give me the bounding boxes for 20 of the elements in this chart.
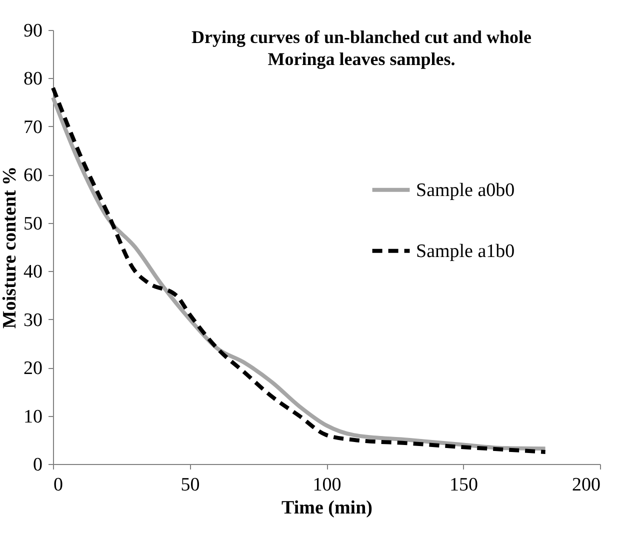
y-tick-label: 40 — [24, 262, 42, 283]
y-tick-label: 30 — [24, 310, 42, 331]
y-tick-label: 90 — [24, 20, 42, 42]
y-tick-label: 60 — [24, 165, 42, 186]
legend-label: Sample a0b0 — [416, 180, 515, 201]
y-tick-label: 50 — [24, 213, 42, 234]
y-tick-label: 70 — [24, 116, 42, 138]
x-axis-title: Time (min) — [282, 498, 372, 518]
chart-title: Drying curves of un-blanched cut and whole Moringa leaves samples. — [191, 27, 532, 69]
x-tick-label: 50 — [180, 474, 200, 496]
legend-label: Sample a1b0 — [416, 240, 515, 262]
y-tick-label: 0 — [33, 454, 42, 476]
x-tick-label: 200 — [572, 474, 600, 496]
y-axis-title: Moisture content % — [0, 166, 20, 329]
x-tick-label: 0 — [54, 474, 63, 496]
x-tick-label: 150 — [450, 474, 478, 496]
y-tick-label: 20 — [24, 358, 42, 380]
x-tick-label: 100 — [312, 474, 342, 496]
y-tick-label: 10 — [24, 406, 42, 428]
y-tick-label: 80 — [24, 68, 42, 90]
